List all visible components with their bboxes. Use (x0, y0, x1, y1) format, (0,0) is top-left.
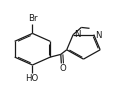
Text: N: N (75, 30, 81, 39)
Text: N: N (95, 31, 102, 40)
Text: O: O (59, 64, 66, 73)
Text: Br: Br (28, 15, 37, 24)
Text: HO: HO (25, 74, 38, 83)
